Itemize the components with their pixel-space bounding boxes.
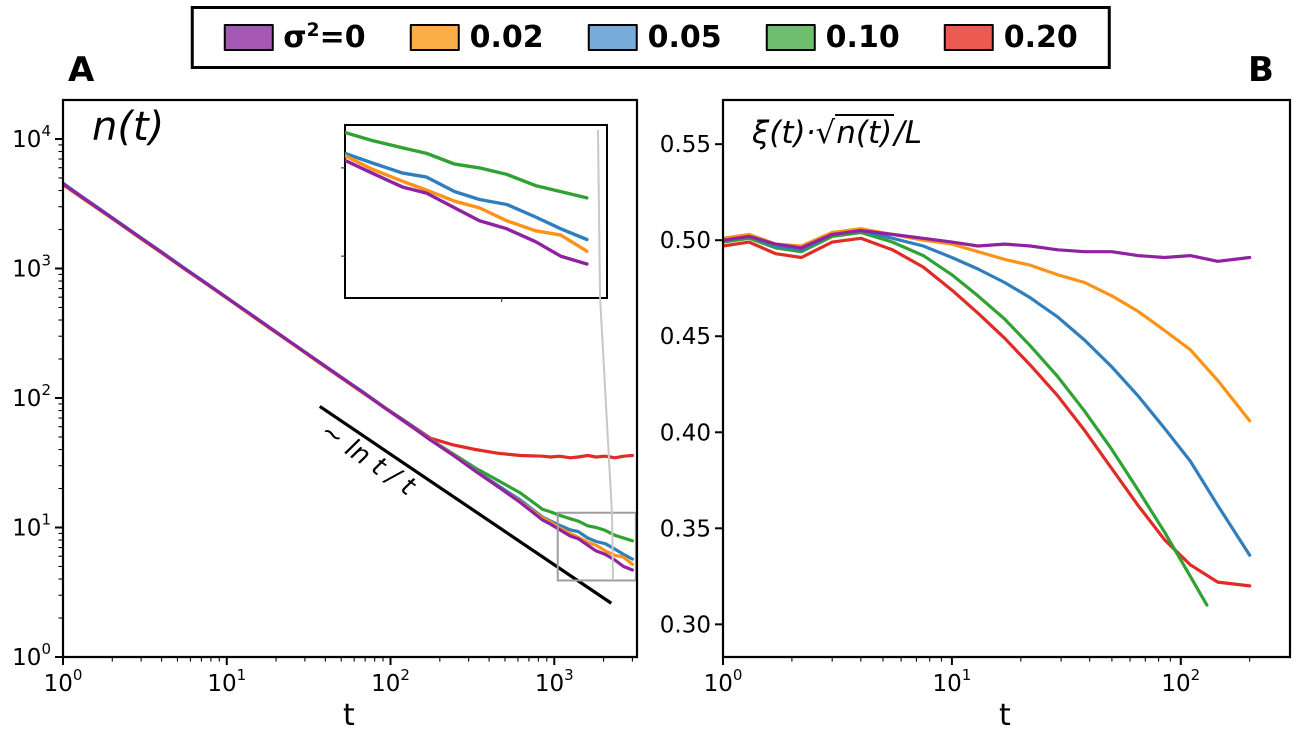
panel-b-title-post: /L — [894, 115, 922, 151]
panel-a-xlabel: t — [343, 698, 355, 733]
series-line-sigma2-002 — [723, 227, 1252, 423]
panel-a-series — [63, 181, 635, 572]
panel-b-title-pre: ξ(t)·√ — [752, 115, 836, 151]
panel-a-inset — [341, 124, 608, 302]
panel-b-axes: 100 101 102 0.30 0.35 0.40 0.45 0.50 0.55 — [660, 132, 1251, 697]
panel-b-title: ξ(t)·√n(t)/L — [752, 114, 922, 151]
legend-item-010: 0.10 — [765, 20, 900, 55]
svg-text:103: 103 — [12, 251, 51, 282]
svg-text:103: 103 — [535, 666, 574, 697]
panel-b-frame — [721, 98, 1292, 659]
series-line-sigma2-020 — [723, 236, 1252, 588]
svg-text:100: 100 — [12, 640, 51, 671]
panel-a-chart: 100 101 102 103 100 101 102 103 104 ~ ln t / t — [12, 98, 639, 697]
svg-text:0.45: 0.45 — [660, 324, 711, 350]
series-line-sigma2-0 — [723, 229, 1252, 263]
svg-text:100: 100 — [44, 666, 83, 697]
series-line-sigma2-005-inset — [345, 151, 589, 242]
panel-a-title-text: n(t) — [92, 104, 165, 150]
svg-text:104: 104 — [12, 122, 51, 153]
legend-label-sigma-rest: =0 — [319, 20, 366, 55]
zoom-region-box — [556, 511, 637, 582]
svg-text:100: 100 — [704, 666, 743, 697]
series-line-sigma2-0-inset — [345, 158, 589, 266]
svg-text:0.55: 0.55 — [660, 132, 711, 158]
panel-b-xlabel: t — [999, 698, 1011, 733]
legend-label-sigma-exp: 2 — [306, 20, 320, 41]
series-line-sigma2-002-inset — [345, 153, 589, 253]
panel-a-annotation: ~ ln t / t — [315, 405, 613, 605]
svg-text:101: 101 — [932, 666, 971, 697]
panel-a-axes: 100 101 102 103 100 101 102 103 104 — [12, 122, 633, 697]
legend-swatch-005 — [587, 24, 638, 51]
legend-swatch-010 — [765, 24, 816, 51]
legend-label-sigma2-0: σ2=0 — [283, 20, 365, 55]
panel-a-label: A — [68, 50, 95, 90]
legend-item-sigma2-0: σ2=0 — [223, 20, 366, 55]
legend-swatch-sigma2-0 — [223, 24, 274, 51]
panel-a-title: n(t) — [92, 104, 164, 150]
figure-legend: σ2=0 0.02 0.05 0.10 0.20 — [190, 6, 1111, 69]
legend-label-020: 0.20 — [1003, 20, 1078, 55]
svg-text:0.40: 0.40 — [660, 420, 711, 446]
panel-b-series — [723, 227, 1252, 607]
svg-text:101: 101 — [207, 666, 246, 697]
svg-text:101: 101 — [12, 510, 51, 541]
svg-text:0.35: 0.35 — [660, 516, 711, 542]
panel-b-chart: 100 101 102 0.30 0.35 0.40 0.45 0.50 0.55 — [660, 98, 1292, 697]
legend-item-020: 0.20 — [943, 20, 1078, 55]
svg-text:102: 102 — [371, 666, 410, 697]
legend-label-sigma: σ — [283, 20, 307, 55]
legend-item-002: 0.02 — [409, 20, 544, 55]
legend-label-005: 0.05 — [647, 20, 722, 55]
panel-b-title-radicand: n(t) — [835, 114, 895, 151]
inset-connector-line — [597, 129, 614, 580]
annotation-text: ~ ln t / t — [315, 416, 421, 502]
legend-item-005: 0.05 — [587, 20, 722, 55]
svg-text:0.50: 0.50 — [660, 228, 711, 254]
legend-swatch-020 — [943, 24, 994, 51]
series-line-sigma2-005 — [723, 229, 1252, 557]
svg-text:102: 102 — [12, 381, 51, 412]
series-line-sigma2-010 — [723, 230, 1209, 607]
series-line-sigma2-010-inset — [345, 130, 589, 200]
panel-b-label: B — [1248, 50, 1274, 90]
legend-label-010: 0.10 — [825, 20, 900, 55]
series-line-sigma2-0 — [63, 182, 635, 572]
legend-swatch-002 — [409, 24, 460, 51]
legend-label-002: 0.02 — [469, 20, 544, 55]
panel-a-frame — [61, 98, 639, 659]
svg-text:102: 102 — [1161, 666, 1200, 697]
svg-text:0.30: 0.30 — [660, 612, 711, 638]
